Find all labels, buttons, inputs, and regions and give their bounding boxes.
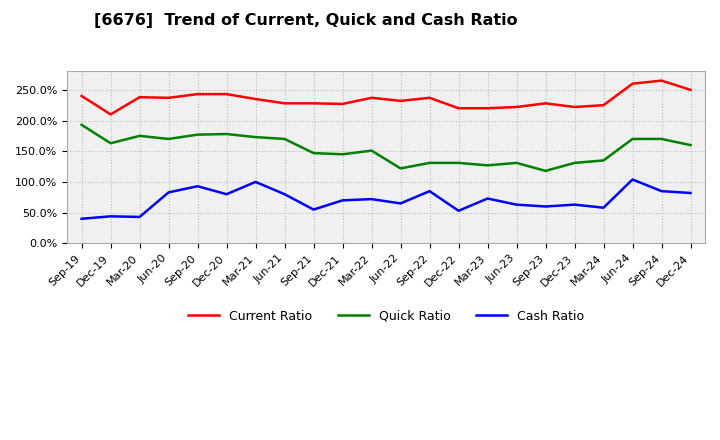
Legend: Current Ratio, Quick Ratio, Cash Ratio: Current Ratio, Quick Ratio, Cash Ratio — [183, 304, 589, 328]
Current Ratio — [309, 101, 318, 106]
Quick Ratio — [222, 132, 231, 137]
Current Ratio — [628, 81, 636, 86]
Line: Quick Ratio: Quick Ratio — [81, 125, 690, 171]
Current Ratio — [570, 104, 579, 110]
Quick Ratio — [135, 133, 144, 139]
Current Ratio — [396, 98, 405, 103]
Current Ratio — [657, 78, 666, 83]
Cash Ratio — [454, 208, 463, 213]
Quick Ratio — [280, 136, 289, 142]
Quick Ratio — [628, 136, 636, 142]
Line: Cash Ratio: Cash Ratio — [81, 180, 690, 219]
Quick Ratio — [367, 148, 376, 153]
Current Ratio — [599, 103, 608, 108]
Current Ratio — [280, 101, 289, 106]
Quick Ratio — [77, 122, 86, 128]
Cash Ratio — [135, 214, 144, 220]
Quick Ratio — [599, 158, 608, 163]
Cash Ratio — [309, 207, 318, 212]
Current Ratio — [77, 93, 86, 99]
Cash Ratio — [222, 191, 231, 197]
Text: [6676]  Trend of Current, Quick and Cash Ratio: [6676] Trend of Current, Quick and Cash … — [94, 13, 517, 28]
Cash Ratio — [426, 188, 434, 194]
Quick Ratio — [454, 160, 463, 165]
Quick Ratio — [338, 152, 347, 157]
Cash Ratio — [628, 177, 636, 182]
Current Ratio — [367, 95, 376, 100]
Quick Ratio — [657, 136, 666, 142]
Current Ratio — [541, 101, 550, 106]
Cash Ratio — [251, 179, 260, 184]
Cash Ratio — [77, 216, 86, 221]
Quick Ratio — [426, 160, 434, 165]
Quick Ratio — [107, 141, 115, 146]
Cash Ratio — [483, 196, 492, 201]
Current Ratio — [454, 106, 463, 111]
Current Ratio — [686, 87, 695, 92]
Quick Ratio — [396, 166, 405, 171]
Cash Ratio — [657, 188, 666, 194]
Cash Ratio — [338, 198, 347, 203]
Quick Ratio — [309, 150, 318, 156]
Current Ratio — [135, 95, 144, 100]
Current Ratio — [164, 95, 173, 100]
Quick Ratio — [570, 160, 579, 165]
Line: Current Ratio: Current Ratio — [81, 81, 690, 114]
Current Ratio — [107, 112, 115, 117]
Current Ratio — [483, 106, 492, 111]
Cash Ratio — [541, 204, 550, 209]
Quick Ratio — [251, 135, 260, 140]
Quick Ratio — [512, 160, 521, 165]
Cash Ratio — [686, 191, 695, 196]
Cash Ratio — [570, 202, 579, 207]
Cash Ratio — [107, 214, 115, 219]
Current Ratio — [512, 104, 521, 110]
Cash Ratio — [193, 183, 202, 189]
Cash Ratio — [396, 201, 405, 206]
Quick Ratio — [686, 143, 695, 148]
Current Ratio — [426, 95, 434, 100]
Quick Ratio — [541, 168, 550, 173]
Quick Ratio — [164, 136, 173, 142]
Current Ratio — [193, 92, 202, 97]
Quick Ratio — [483, 163, 492, 168]
Cash Ratio — [512, 202, 521, 207]
Quick Ratio — [193, 132, 202, 137]
Cash Ratio — [599, 205, 608, 210]
Cash Ratio — [280, 191, 289, 197]
Cash Ratio — [164, 190, 173, 195]
Current Ratio — [251, 96, 260, 102]
Current Ratio — [222, 92, 231, 97]
Cash Ratio — [367, 197, 376, 202]
Current Ratio — [338, 101, 347, 106]
